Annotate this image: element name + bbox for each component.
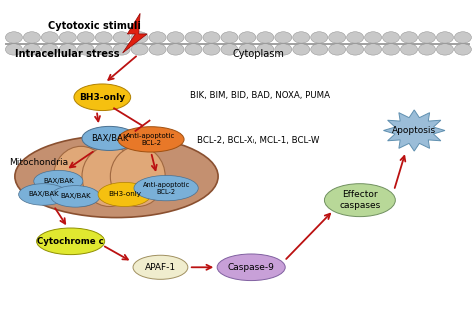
Circle shape [383,32,400,43]
Circle shape [311,44,328,55]
Circle shape [41,44,58,55]
Text: Effector
caspases: Effector caspases [339,190,381,210]
Ellipse shape [54,146,109,206]
Polygon shape [123,13,147,53]
Text: Apoptosis: Apoptosis [392,126,436,135]
Ellipse shape [98,183,151,206]
Ellipse shape [134,176,198,201]
Circle shape [23,44,40,55]
Text: APAF-1: APAF-1 [145,263,176,272]
Text: Cytoplasm: Cytoplasm [232,49,284,59]
Circle shape [23,32,40,43]
Ellipse shape [51,186,100,207]
Circle shape [257,32,274,43]
Ellipse shape [82,126,137,150]
Text: BAX/BAK: BAX/BAK [28,191,59,197]
Circle shape [257,44,274,55]
Circle shape [419,32,436,43]
Text: Anti-apoptotic
BCL-2: Anti-apoptotic BCL-2 [143,182,190,195]
Circle shape [167,44,184,55]
Circle shape [41,32,58,43]
Circle shape [401,32,418,43]
Circle shape [275,32,292,43]
Text: BAX/BAK: BAX/BAK [91,134,128,143]
Circle shape [346,32,364,43]
Ellipse shape [36,228,105,255]
Circle shape [437,44,454,55]
Ellipse shape [34,170,83,192]
Circle shape [221,44,238,55]
Circle shape [203,44,220,55]
Text: BAX/BAK: BAX/BAK [60,193,91,199]
Circle shape [59,44,76,55]
Circle shape [185,32,202,43]
Circle shape [95,32,112,43]
Circle shape [419,44,436,55]
Circle shape [455,32,472,43]
Circle shape [239,44,256,55]
Circle shape [77,32,94,43]
Text: BCL-2, BCL-Xₗ, MCL-1, BCL-W: BCL-2, BCL-Xₗ, MCL-1, BCL-W [197,136,319,145]
Ellipse shape [74,84,131,111]
Text: BH3-only: BH3-only [79,93,125,102]
Ellipse shape [118,127,184,152]
Circle shape [5,44,22,55]
Ellipse shape [18,184,68,205]
Text: BIK, BIM, BID, BAD, NOXA, PUMA: BIK, BIM, BID, BAD, NOXA, PUMA [190,91,330,100]
Circle shape [365,32,382,43]
Circle shape [346,44,364,55]
Circle shape [113,32,130,43]
Text: Cytochrome c: Cytochrome c [37,237,104,246]
Text: Cytotoxic stimuli: Cytotoxic stimuli [48,21,141,31]
Circle shape [328,32,346,43]
Ellipse shape [217,254,285,280]
Circle shape [77,44,94,55]
Circle shape [131,44,148,55]
Circle shape [149,44,166,55]
Circle shape [293,44,310,55]
Circle shape [383,44,400,55]
Circle shape [59,32,76,43]
Ellipse shape [82,146,137,206]
Polygon shape [383,110,445,151]
Circle shape [167,32,184,43]
Circle shape [365,44,382,55]
Text: BAX/BAK: BAX/BAK [43,178,73,184]
Circle shape [311,32,328,43]
Ellipse shape [133,255,188,279]
Ellipse shape [15,135,218,218]
Text: Anti-apoptotic
BCL-2: Anti-apoptotic BCL-2 [126,133,176,146]
Circle shape [185,44,202,55]
Ellipse shape [324,184,395,217]
Text: Mitochondria: Mitochondria [9,158,68,167]
Circle shape [437,32,454,43]
Circle shape [328,44,346,55]
Circle shape [455,44,472,55]
Circle shape [239,32,256,43]
Circle shape [95,44,112,55]
Circle shape [5,32,22,43]
Circle shape [131,32,148,43]
Text: Intracellular stress: Intracellular stress [15,49,119,59]
Circle shape [113,44,130,55]
Circle shape [221,32,238,43]
Circle shape [401,44,418,55]
Circle shape [293,32,310,43]
Circle shape [149,32,166,43]
Circle shape [203,32,220,43]
Circle shape [275,44,292,55]
Text: BH3-only: BH3-only [108,191,141,197]
Text: Caspase-9: Caspase-9 [228,263,274,272]
Ellipse shape [110,146,165,206]
